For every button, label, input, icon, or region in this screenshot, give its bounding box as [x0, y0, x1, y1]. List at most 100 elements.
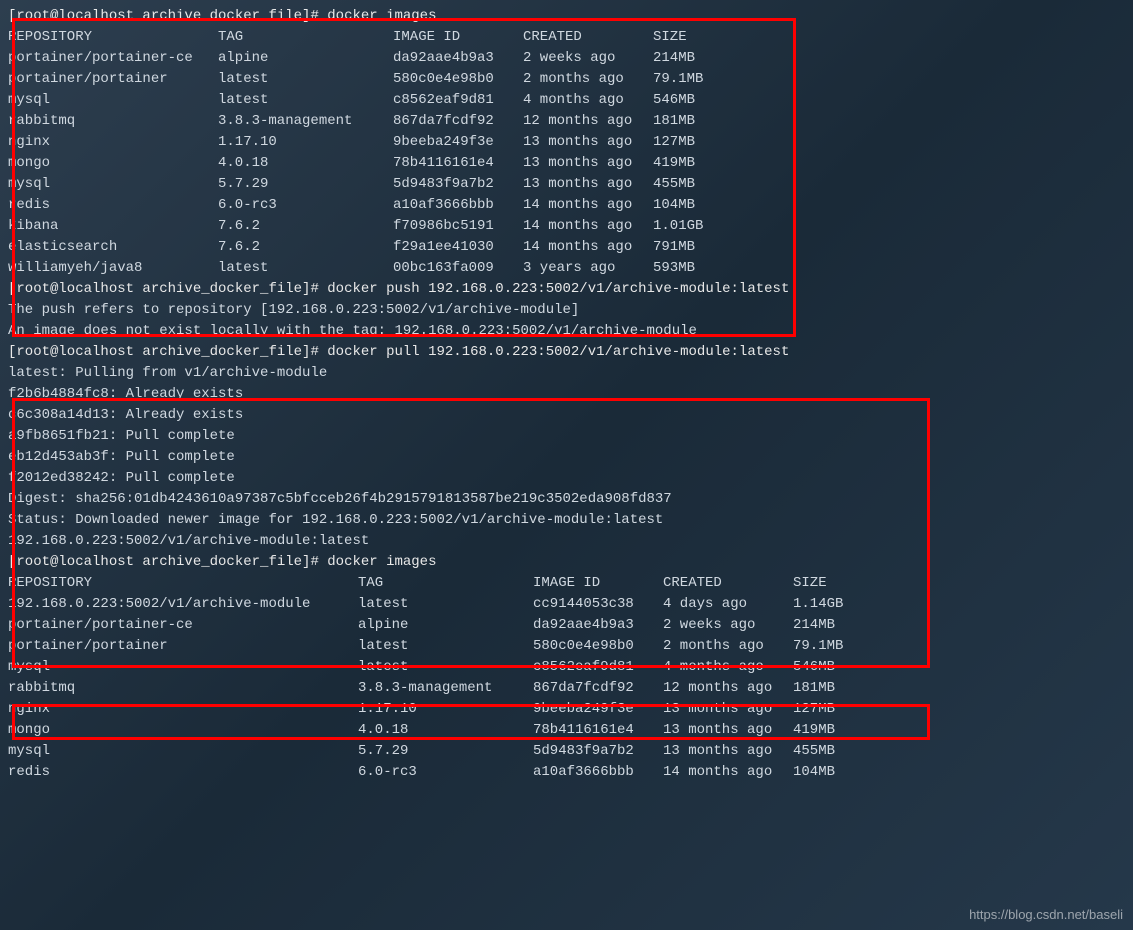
table-cell: portainer/portainer-ce — [8, 48, 218, 69]
table-cell: elasticsearch — [8, 237, 218, 258]
table-cell: latest — [218, 69, 393, 90]
table-cell: latest — [218, 258, 393, 279]
table-cell: latest — [358, 594, 533, 615]
table-cell: mongo — [8, 153, 218, 174]
table-cell: redis — [8, 195, 218, 216]
table-row: rabbitmq3.8.3-management867da7fcdf9212 m… — [8, 111, 1125, 132]
shell-prompt: [root@localhost archive_docker_file]# — [8, 8, 327, 24]
table-cell: rabbitmq — [8, 111, 218, 132]
table-cell: 5d9483f9a7b2 — [533, 741, 663, 762]
watermark-text: https://blog.csdn.net/baseli — [969, 905, 1123, 925]
table-cell: rabbitmq — [8, 678, 358, 699]
table-cell: portainer/portainer — [8, 636, 358, 657]
table-row: portainer/portainerlatest580c0e4e98b02 m… — [8, 636, 1125, 657]
col-size: SIZE — [653, 27, 733, 48]
table-cell: 14 months ago — [523, 216, 653, 237]
table-cell: 104MB — [653, 195, 733, 216]
col-repository: REPOSITORY — [8, 573, 358, 594]
table-cell: 00bc163fa009 — [393, 258, 523, 279]
table-cell: alpine — [358, 615, 533, 636]
table-cell: redis — [8, 762, 358, 783]
pull-line: f2012ed38242: Pull complete — [8, 468, 1125, 489]
table-cell: 78b4116161e4 — [533, 720, 663, 741]
table-cell: c8562eaf9d81 — [393, 90, 523, 111]
table-cell: mysql — [8, 90, 218, 111]
table-cell: 7.6.2 — [218, 237, 393, 258]
table-cell: 104MB — [793, 762, 873, 783]
table-cell: 181MB — [653, 111, 733, 132]
table-row: 192.168.0.223:5002/v1/archive-modulelate… — [8, 594, 1125, 615]
table-cell: 214MB — [793, 615, 873, 636]
table-cell: 4 days ago — [663, 594, 793, 615]
table-cell: 6.0-rc3 — [218, 195, 393, 216]
table-row: nginx1.17.109beeba249f3e13 months ago127… — [8, 132, 1125, 153]
col-size: SIZE — [793, 573, 873, 594]
table-cell: 7.6.2 — [218, 216, 393, 237]
table-header-1: REPOSITORY TAG IMAGE ID CREATED SIZE — [8, 27, 1125, 48]
table-cell: 5.7.29 — [218, 174, 393, 195]
table-cell: 79.1MB — [793, 636, 873, 657]
table-cell: f29a1ee41030 — [393, 237, 523, 258]
table-cell: 4.0.18 — [218, 153, 393, 174]
table-cell: 14 months ago — [523, 237, 653, 258]
table-cell: a10af3666bbb — [393, 195, 523, 216]
table-cell: cc9144053c38 — [533, 594, 663, 615]
table-cell: 14 months ago — [523, 195, 653, 216]
table-cell: mysql — [8, 741, 358, 762]
table-cell: 1.01GB — [653, 216, 733, 237]
prompt-line-3[interactable]: [root@localhost archive_docker_file]# do… — [8, 342, 1125, 363]
table-row: rabbitmq3.8.3-management867da7fcdf9212 m… — [8, 678, 1125, 699]
prompt-line-1[interactable]: [root@localhost archive_docker_file]# do… — [8, 6, 1125, 27]
terminal-output: [root@localhost archive_docker_file]# do… — [0, 0, 1133, 789]
table-cell: 2 months ago — [663, 636, 793, 657]
table-cell: kibana — [8, 216, 218, 237]
table-cell: 13 months ago — [663, 741, 793, 762]
table-cell: 5.7.29 — [358, 741, 533, 762]
table-cell: a10af3666bbb — [533, 762, 663, 783]
table-cell: mongo — [8, 720, 358, 741]
table-cell: 79.1MB — [653, 69, 733, 90]
table-cell: 14 months ago — [663, 762, 793, 783]
table-cell: mysql — [8, 174, 218, 195]
table-cell: 1.17.10 — [218, 132, 393, 153]
pull-line: c6c308a14d13: Already exists — [8, 405, 1125, 426]
table-cell: latest — [218, 90, 393, 111]
table-cell: 419MB — [793, 720, 873, 741]
table-cell: mysql — [8, 657, 358, 678]
table-cell: 13 months ago — [523, 174, 653, 195]
table-row: mysqllatestc8562eaf9d814 months ago546MB — [8, 657, 1125, 678]
table-cell: 127MB — [793, 699, 873, 720]
table-cell: nginx — [8, 699, 358, 720]
table-cell: 9beeba249f3e — [393, 132, 523, 153]
prompt-line-4[interactable]: [root@localhost archive_docker_file]# do… — [8, 552, 1125, 573]
table-row: mongo4.0.1878b4116161e413 months ago419M… — [8, 720, 1125, 741]
table-cell: alpine — [218, 48, 393, 69]
table-row: mysqllatestc8562eaf9d814 months ago546MB — [8, 90, 1125, 111]
table-cell: portainer/portainer-ce — [8, 615, 358, 636]
table-cell: 214MB — [653, 48, 733, 69]
col-created: CREATED — [663, 573, 793, 594]
prompt-line-2[interactable]: [root@localhost archive_docker_file]# do… — [8, 279, 1125, 300]
table-cell: 9beeba249f3e — [533, 699, 663, 720]
table-cell: latest — [358, 636, 533, 657]
table-row: williamyeh/java8latest00bc163fa0093 year… — [8, 258, 1125, 279]
pull-line: eb12d453ab3f: Pull complete — [8, 447, 1125, 468]
table-cell: 2 weeks ago — [523, 48, 653, 69]
table-cell: 3 years ago — [523, 258, 653, 279]
col-tag: TAG — [358, 573, 533, 594]
table-row: portainer/portainerlatest580c0e4e98b02 m… — [8, 69, 1125, 90]
table-row: mongo4.0.1878b4116161e413 months ago419M… — [8, 153, 1125, 174]
pull-line: Digest: sha256:01db4243610a97387c5bfcceb… — [8, 489, 1125, 510]
table-cell: 455MB — [793, 741, 873, 762]
table-cell: 867da7fcdf92 — [393, 111, 523, 132]
table-cell: 13 months ago — [663, 699, 793, 720]
table-cell: 4 months ago — [663, 657, 793, 678]
col-tag: TAG — [218, 27, 393, 48]
pull-line: Status: Downloaded newer image for 192.1… — [8, 510, 1125, 531]
table-row: mysql5.7.295d9483f9a7b213 months ago455M… — [8, 741, 1125, 762]
command-text: docker images — [327, 8, 436, 24]
table-cell: 12 months ago — [523, 111, 653, 132]
push-output-2: An image does not exist locally with the… — [8, 321, 1125, 342]
table-cell: 3.8.3-management — [218, 111, 393, 132]
table-row: mysql5.7.295d9483f9a7b213 months ago455M… — [8, 174, 1125, 195]
